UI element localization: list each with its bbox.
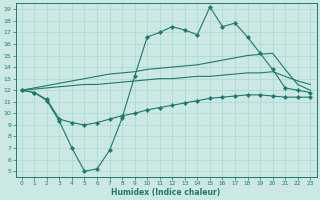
- X-axis label: Humidex (Indice chaleur): Humidex (Indice chaleur): [111, 188, 221, 197]
